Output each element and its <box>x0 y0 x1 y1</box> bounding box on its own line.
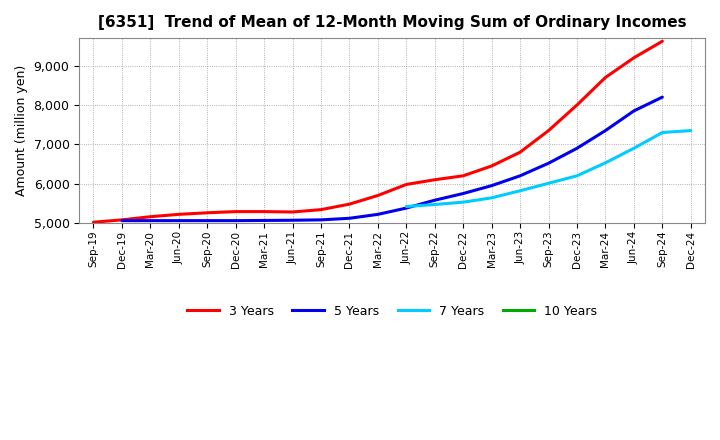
5 Years <box>317 217 325 223</box>
5 Years <box>544 161 553 166</box>
3 Years <box>544 128 553 133</box>
3 Years <box>203 210 212 216</box>
5 Years <box>459 191 467 196</box>
3 Years <box>146 214 155 220</box>
3 Years <box>431 177 439 182</box>
5 Years <box>146 218 155 223</box>
3 Years <box>572 103 581 108</box>
5 Years <box>117 218 126 223</box>
7 Years <box>487 195 496 201</box>
5 Years <box>174 218 183 223</box>
5 Years <box>345 216 354 221</box>
3 Years <box>317 207 325 212</box>
5 Years <box>431 198 439 203</box>
5 Years <box>402 205 410 211</box>
5 Years <box>374 212 382 217</box>
3 Years <box>89 220 98 225</box>
3 Years <box>658 39 667 44</box>
5 Years <box>487 183 496 188</box>
5 Years <box>572 146 581 151</box>
3 Years <box>402 182 410 187</box>
7 Years <box>516 188 524 194</box>
5 Years <box>288 218 297 223</box>
Line: 3 Years: 3 Years <box>94 41 662 222</box>
5 Years <box>260 218 269 223</box>
7 Years <box>686 128 695 133</box>
3 Years <box>345 202 354 207</box>
Y-axis label: Amount (million yen): Amount (million yen) <box>15 65 28 196</box>
3 Years <box>374 193 382 198</box>
3 Years <box>629 55 638 60</box>
5 Years <box>629 108 638 114</box>
3 Years <box>288 209 297 215</box>
3 Years <box>231 209 240 214</box>
5 Years <box>516 173 524 179</box>
3 Years <box>459 173 467 179</box>
3 Years <box>601 75 610 80</box>
7 Years <box>459 199 467 205</box>
5 Years <box>231 218 240 223</box>
7 Years <box>544 181 553 186</box>
5 Years <box>203 218 212 223</box>
3 Years <box>117 217 126 223</box>
7 Years <box>572 173 581 179</box>
3 Years <box>487 163 496 169</box>
7 Years <box>601 160 610 165</box>
Title: [6351]  Trend of Mean of 12-Month Moving Sum of Ordinary Incomes: [6351] Trend of Mean of 12-Month Moving … <box>98 15 686 30</box>
7 Years <box>629 146 638 151</box>
3 Years <box>516 150 524 155</box>
7 Years <box>658 130 667 135</box>
Line: 7 Years: 7 Years <box>406 131 690 206</box>
Line: 5 Years: 5 Years <box>122 97 662 220</box>
Legend: 3 Years, 5 Years, 7 Years, 10 Years: 3 Years, 5 Years, 7 Years, 10 Years <box>182 300 602 323</box>
3 Years <box>174 212 183 217</box>
7 Years <box>402 204 410 209</box>
7 Years <box>431 202 439 207</box>
3 Years <box>260 209 269 214</box>
5 Years <box>658 95 667 100</box>
5 Years <box>601 128 610 133</box>
